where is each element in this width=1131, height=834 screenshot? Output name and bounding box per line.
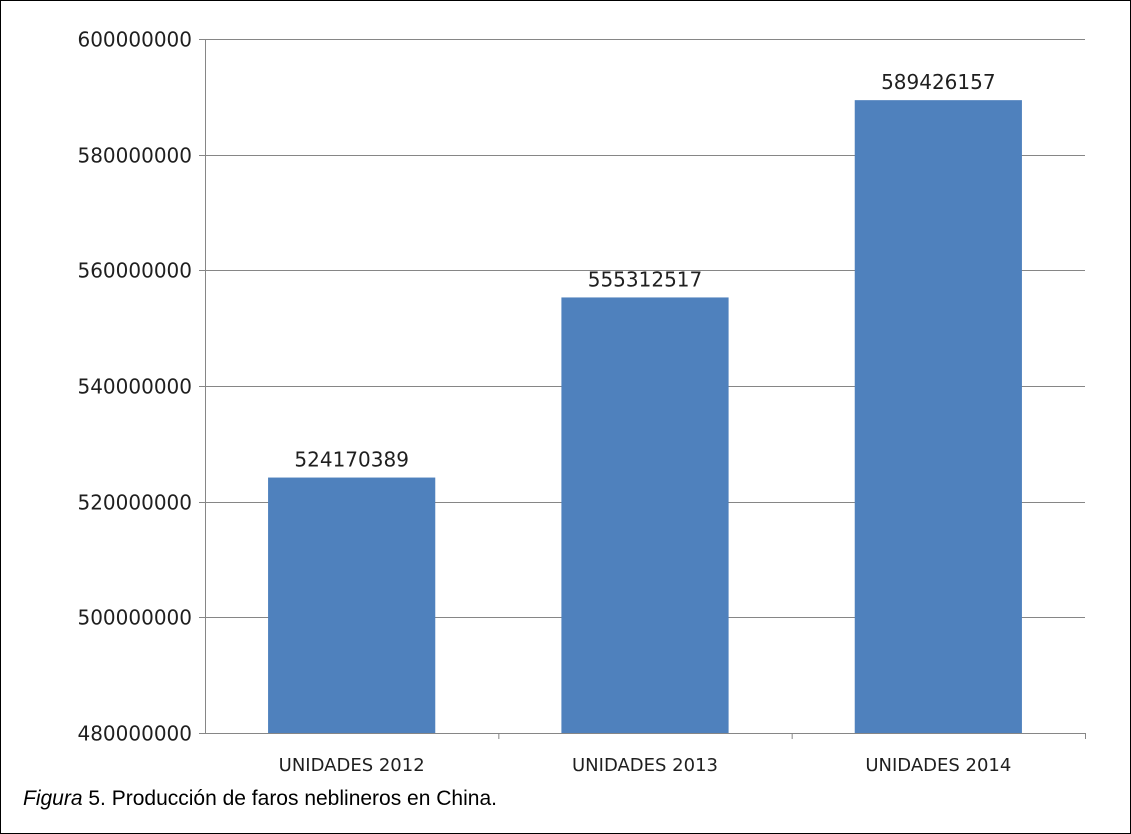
y-tick-labels: 480000000 500000000 520000000 540000000 5600… <box>77 28 192 746</box>
bar-data-label: 589426157 <box>881 70 996 94</box>
y-tick-label: 540000000 <box>77 375 192 399</box>
x-category-label: UNIDADES 2014 <box>865 755 1011 776</box>
y-tick-label: 580000000 <box>77 144 192 168</box>
bar <box>854 100 1022 734</box>
data-labels: 524170389 555312517 589426157 <box>294 70 995 471</box>
y-tick-label: 560000000 <box>77 259 192 283</box>
y-tick-label: 600000000 <box>77 28 192 52</box>
caption-figure-number: 5 <box>82 787 101 810</box>
caption-figure-word: Figura <box>23 787 83 810</box>
bar-data-label: 524170389 <box>294 448 409 472</box>
y-tick-label: 480000000 <box>77 722 192 746</box>
x-category-label: UNIDADES 2012 <box>279 755 425 776</box>
bar <box>561 297 729 733</box>
bar <box>268 477 436 733</box>
figure-caption: Figura 5. Producción de faros neblineros… <box>23 787 497 811</box>
y-tick-label: 520000000 <box>77 491 192 515</box>
bars <box>268 100 1022 734</box>
caption-text: . Producción de faros neblineros en Chin… <box>100 787 497 810</box>
x-category-label: UNIDADES 2013 <box>572 755 718 776</box>
bar-data-label: 555312517 <box>588 267 703 291</box>
category-labels: UNIDADES 2012 UNIDADES 2013 UNIDADES 2014 <box>279 755 1012 776</box>
y-tick-label: 500000000 <box>77 606 192 630</box>
axes <box>199 39 1086 739</box>
